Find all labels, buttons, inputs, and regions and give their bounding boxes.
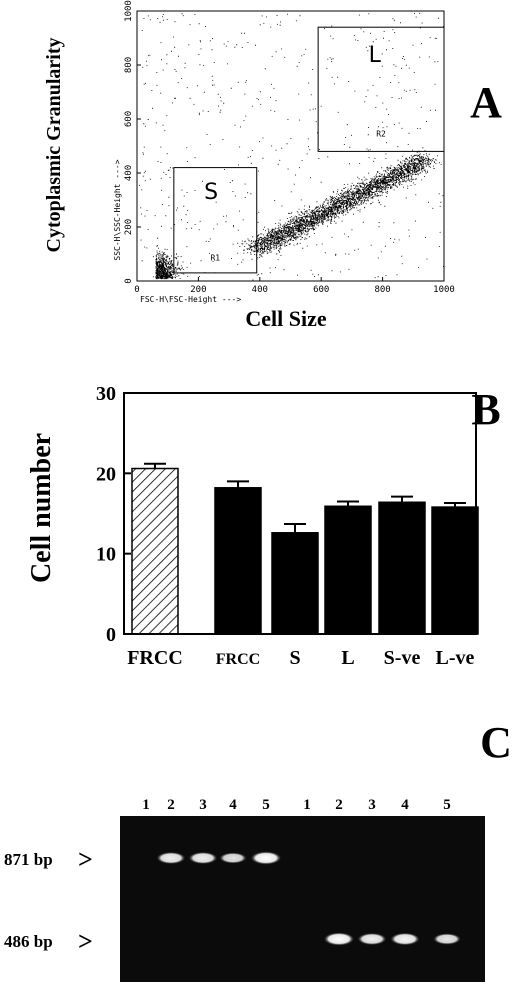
category-label: S <box>289 647 300 669</box>
gel-band <box>390 932 420 946</box>
lane-label: 4 <box>229 797 237 813</box>
gel-band <box>188 852 218 864</box>
y-tick-label: 0 <box>124 278 134 283</box>
gate-label-S: S <box>204 180 218 205</box>
lane-label: 5 <box>262 797 270 813</box>
gate-label-L: L <box>369 43 382 68</box>
bar <box>431 506 479 635</box>
lane-label: 1 <box>303 797 311 813</box>
lane-label: 3 <box>199 797 207 813</box>
category-label: S-ve <box>384 647 421 669</box>
x-tick-label: 400 <box>252 285 268 295</box>
y-tick-label: 400 <box>124 165 134 181</box>
panel-a-scatter-plot: A Cytoplasmic Granularity Cell Size SSC-… <box>43 0 502 331</box>
bar <box>214 487 262 635</box>
x-tick-label: 200 <box>190 285 206 295</box>
panel-a-gates: S R1 L R2 <box>173 26 445 274</box>
panel-a-y-param-label: SSC-H\SSC-Height ---> <box>113 159 122 260</box>
category-label: FRCC <box>216 651 260 668</box>
lane-label: 2 <box>335 797 343 813</box>
y-tick-label: 800 <box>124 57 134 73</box>
x-tick-label: 800 <box>374 285 390 295</box>
event-dots <box>139 12 444 281</box>
panel-c-bands <box>156 851 461 946</box>
y-tick-label: 20 <box>96 463 116 485</box>
panel-a-x-param-label: FSC-H\FSC-Height ---> <box>140 295 241 304</box>
bar <box>271 532 319 635</box>
bar <box>378 501 426 635</box>
category-label: L <box>341 647 354 669</box>
gel-band <box>433 933 461 945</box>
panel-b-y-axis-title: Cell number <box>26 433 57 583</box>
category-label: L-ve <box>436 647 475 669</box>
gel-band <box>156 852 186 864</box>
category-label: FRCC <box>127 647 183 669</box>
lane-label: 2 <box>167 797 175 813</box>
gate-region-R1: R1 <box>210 253 220 262</box>
lane-label: 3 <box>368 797 376 813</box>
gel-band <box>357 933 387 945</box>
x-tick-label: 0 <box>134 285 139 295</box>
lane-label: 4 <box>401 797 409 813</box>
y-tick-label: 600 <box>124 111 134 127</box>
panel-c-gel: C 1 2 3 4 5 1 2 3 4 5 871 bp > 486 bp > <box>4 718 512 982</box>
panel-a-axis-ticks: 0 200 400 600 800 1000 0 200 400 600 800 1000 <box>124 0 455 295</box>
y-tick-label: 0 <box>106 624 116 646</box>
bar <box>324 505 372 635</box>
gel-band <box>251 851 281 865</box>
panel-a-y-axis-title: Cytoplasmic Granularity <box>43 38 65 253</box>
panel-a-events <box>139 12 444 281</box>
y-tick-label: 10 <box>96 544 116 566</box>
lane-label: 1 <box>142 797 150 813</box>
gate-S <box>173 167 258 274</box>
panel-a-x-axis-title: Cell Size <box>245 306 326 331</box>
panel-a-letter: A <box>470 78 502 127</box>
x-tick-label: 600 <box>313 285 329 295</box>
gate-region-R2: R2 <box>376 129 386 138</box>
gel-band <box>324 932 354 946</box>
gate-L <box>317 26 445 152</box>
marker-label-486bp: 486 bp <box>4 932 53 951</box>
panel-b-category-labels: FRCC FRCC S L S-ve L-ve <box>127 647 474 669</box>
panel-c-gel-image <box>120 816 485 982</box>
marker-arrow-486bp: > <box>78 927 93 956</box>
y-tick-label: 30 <box>96 383 116 405</box>
gel-band <box>219 852 247 864</box>
panel-c-lane-labels: 1 2 3 4 5 1 2 3 4 5 <box>142 797 451 813</box>
marker-label-871bp: 871 bp <box>4 850 53 869</box>
lane-label: 5 <box>443 797 451 813</box>
y-tick-label: 1000 <box>124 0 134 22</box>
panel-b-bars <box>131 462 479 635</box>
panel-c-letter: C <box>480 718 512 767</box>
bar <box>131 467 179 635</box>
panel-b-axis: 0 10 20 30 <box>96 383 131 646</box>
y-tick-label: 200 <box>124 219 134 235</box>
x-tick-label: 1000 <box>433 285 455 295</box>
marker-arrow-871bp: > <box>78 845 93 874</box>
